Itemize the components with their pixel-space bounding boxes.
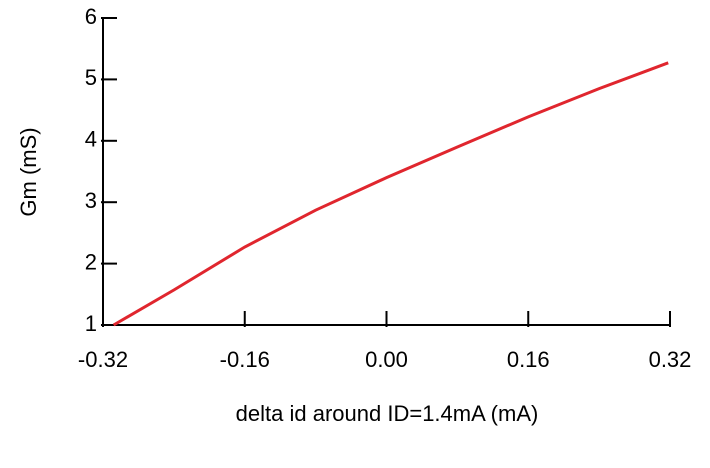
y-tick-label: 2 <box>85 249 97 274</box>
data-line <box>114 63 669 325</box>
x-axis-label: delta id around ID=1.4mA (mA) <box>236 401 539 426</box>
y-tick-label: 6 <box>85 4 97 29</box>
x-tick-label: 0.00 <box>365 347 408 372</box>
y-tick-label: 1 <box>85 311 97 336</box>
x-tick-label: -0.32 <box>78 347 128 372</box>
x-tick-label: 0.32 <box>649 347 692 372</box>
chart: Gm (mS) delta id around ID=1.4mA (mA) 1 2… <box>0 0 710 468</box>
y-axis-label: Gm (mS) <box>16 127 41 216</box>
y-tick-label: 3 <box>85 188 97 213</box>
x-tick-label: -0.16 <box>220 347 270 372</box>
y-tick-label: 4 <box>85 127 97 152</box>
x-tick-label: 0.16 <box>507 347 550 372</box>
y-tick-label: 5 <box>85 65 97 90</box>
